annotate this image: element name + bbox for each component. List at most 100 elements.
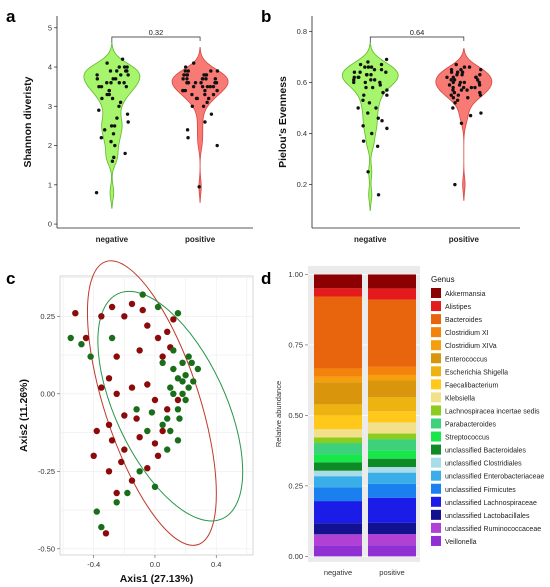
- data-point-positive: [473, 85, 477, 90]
- y-tick-label: 0.75: [288, 340, 303, 349]
- legend-swatch: [431, 314, 441, 325]
- data-point-negative: [107, 88, 111, 93]
- scatter-point-red: [128, 384, 136, 391]
- scatter-point-green: [185, 353, 192, 360]
- bar-segment: [314, 454, 362, 463]
- data-point-positive: [475, 78, 480, 82]
- legend-label: Alistipes: [445, 304, 472, 311]
- data-point-positive: [457, 83, 462, 87]
- data-point-negative: [117, 81, 121, 85]
- data-point-negative: [385, 126, 389, 131]
- bar-segment: [314, 376, 362, 383]
- x-category-label: positive: [449, 235, 480, 244]
- scatter-point-green: [174, 310, 182, 317]
- legend-label: Streptococcus: [445, 435, 490, 442]
- y-tick-label: 0: [48, 220, 52, 229]
- violin-positive: [171, 47, 229, 203]
- scatter-point-green: [133, 406, 140, 413]
- scatter-point-red: [108, 303, 116, 311]
- data-point-positive: [215, 88, 219, 93]
- y-tick-label: 0.50: [288, 411, 303, 420]
- data-point-negative: [102, 128, 107, 132]
- data-point-positive: [477, 80, 481, 85]
- data-point-positive: [449, 78, 453, 82]
- scatter-point-red: [144, 322, 151, 329]
- data-point-positive: [205, 84, 210, 89]
- bar-segment: [368, 522, 416, 535]
- data-point-positive: [209, 69, 213, 73]
- bar-segment: [368, 422, 416, 434]
- data-point-negative: [117, 104, 121, 108]
- legend-swatch: [431, 379, 441, 390]
- data-point-negative: [372, 78, 377, 82]
- x-axis-title: Axis1 (27.13%): [120, 573, 194, 585]
- bar-segment: [368, 458, 416, 468]
- y-tick-label: -0.25: [38, 467, 55, 476]
- panel-label-b: b: [261, 7, 271, 26]
- data-point-negative: [105, 81, 109, 85]
- data-point-positive: [209, 112, 214, 116]
- scatter-point-green: [124, 489, 131, 497]
- data-point-negative: [361, 124, 365, 128]
- data-point-positive: [213, 81, 217, 85]
- scatter-point-green: [159, 421, 166, 428]
- scatter-point-red: [128, 300, 136, 308]
- legend-label: Veillonella: [445, 539, 477, 546]
- data-point-negative: [113, 77, 118, 81]
- legend-label: Clostridium XIVa: [445, 343, 497, 350]
- data-point-positive: [454, 62, 458, 67]
- y-tick-label: 0.4: [297, 129, 307, 138]
- scatter-point-red: [159, 353, 166, 360]
- data-point-positive: [460, 70, 465, 74]
- bar-segment: [368, 299, 416, 367]
- panel-label-d: d: [261, 269, 271, 288]
- data-point-negative: [358, 70, 362, 74]
- y-tick-label: 0.25: [40, 312, 55, 321]
- data-point-positive: [455, 73, 459, 77]
- data-point-positive: [451, 80, 455, 85]
- bar-segment: [368, 397, 416, 412]
- data-point-negative: [105, 61, 109, 65]
- legend-label: Clostridium XI: [445, 330, 489, 337]
- scatter-point-red: [102, 530, 110, 537]
- bar-segment: [314, 487, 362, 502]
- data-point-positive: [451, 75, 456, 80]
- scatter-point-green: [182, 396, 189, 404]
- y-tick-label: 0.25: [288, 481, 303, 490]
- data-point-negative: [109, 139, 113, 144]
- data-point-negative: [374, 106, 378, 110]
- data-point-positive: [453, 101, 457, 105]
- data-point-positive: [452, 78, 457, 82]
- data-point-positive: [477, 83, 482, 87]
- legend-label: unclassified Bacteroidales: [445, 448, 526, 455]
- bar-segment: [368, 366, 416, 375]
- data-point-positive: [203, 88, 207, 93]
- panel-label-c: c: [6, 269, 15, 288]
- data-point-negative: [356, 106, 360, 110]
- data-point-positive: [185, 73, 190, 77]
- p-value-label: 0.32: [149, 28, 164, 37]
- scatter-point-green: [144, 427, 151, 435]
- data-point-negative: [378, 80, 382, 85]
- panel-b-violin-chart: 0.2 0.4 0.6 0.8 Pielou's Evenness negative pos…: [277, 16, 520, 244]
- data-point-negative: [126, 73, 130, 77]
- y-tick-label: 4: [48, 63, 52, 72]
- y-tick-label: 2: [48, 141, 52, 150]
- data-point-positive: [182, 73, 186, 77]
- data-point-positive: [478, 93, 483, 97]
- legend-swatch: [431, 431, 441, 442]
- panel-label-a: a: [6, 7, 16, 26]
- data-point-negative: [380, 119, 384, 123]
- scatter-point-green: [174, 437, 182, 444]
- p-value-label: 0.64: [410, 28, 425, 37]
- data-point-negative: [364, 73, 369, 77]
- y-axis-title: Relative abundance: [274, 381, 283, 447]
- bar-segment: [314, 534, 362, 546]
- bar-segment: [314, 545, 362, 557]
- bar-segment: [314, 470, 362, 477]
- significance-bracket: [369, 36, 465, 43]
- bar-segment: [368, 380, 416, 398]
- data-point-positive: [459, 88, 464, 92]
- data-point-positive: [479, 111, 483, 115]
- data-point-negative: [364, 85, 368, 90]
